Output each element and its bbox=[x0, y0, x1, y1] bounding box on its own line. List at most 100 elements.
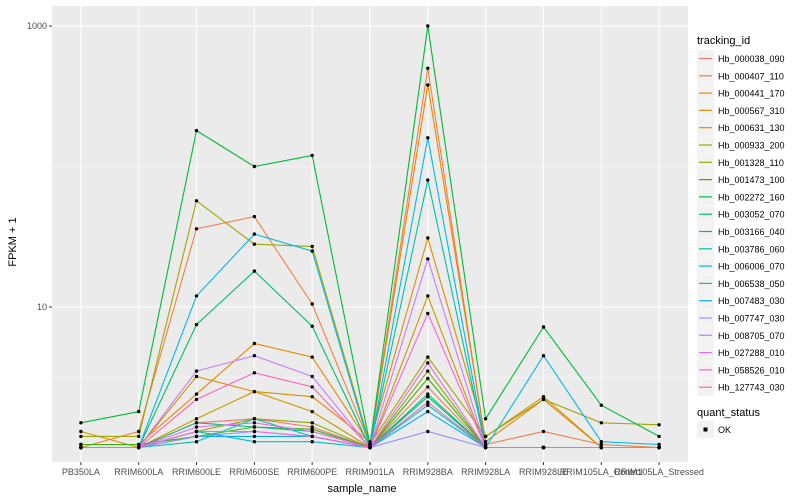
legend: tracking_id Hb_000038_090 Hb_000407_110 Hb… bbox=[697, 35, 785, 396]
data-point bbox=[252, 434, 257, 439]
data-point bbox=[310, 429, 314, 434]
data-point bbox=[194, 429, 199, 434]
legend-item-label: Hb_006006_070 bbox=[718, 262, 785, 272]
y-tick-label: 10 bbox=[37, 302, 47, 312]
data-point bbox=[426, 403, 430, 407]
data-point bbox=[657, 434, 661, 439]
data-point bbox=[426, 311, 430, 316]
data-point bbox=[252, 164, 257, 169]
data-point bbox=[541, 354, 546, 358]
data-point bbox=[426, 257, 430, 261]
data-point bbox=[194, 421, 199, 425]
data-point bbox=[426, 136, 430, 140]
data-point bbox=[426, 392, 430, 396]
data-point bbox=[252, 371, 257, 375]
data-point bbox=[426, 429, 430, 434]
data-point bbox=[483, 417, 488, 421]
data-point bbox=[657, 445, 661, 450]
data-point bbox=[483, 445, 488, 450]
y-tick-label: 1000 bbox=[27, 21, 47, 31]
data-point bbox=[310, 395, 314, 399]
data-point bbox=[657, 423, 661, 427]
data-point bbox=[79, 429, 83, 434]
data-point bbox=[426, 66, 430, 71]
legend-item-label: Hb_002272_160 bbox=[718, 192, 785, 202]
data-point bbox=[79, 442, 83, 447]
legend-item-label: Hb_027288_010 bbox=[718, 348, 785, 358]
data-point bbox=[252, 269, 257, 273]
quant-status-legend: quant_status OK bbox=[697, 407, 760, 438]
data-point bbox=[194, 227, 199, 231]
legend-item-label: Hb_003052_070 bbox=[718, 210, 785, 220]
data-point bbox=[79, 421, 83, 425]
legend-item-label: Hb_003166_040 bbox=[718, 227, 785, 237]
data-point bbox=[194, 294, 199, 298]
x-tick-label: PB350LA bbox=[62, 467, 100, 477]
data-point bbox=[194, 199, 199, 203]
data-point bbox=[252, 417, 257, 421]
data-point bbox=[194, 425, 199, 429]
legend-title: tracking_id bbox=[697, 35, 750, 47]
x-tick-label: RRIM600PE bbox=[287, 467, 337, 477]
data-point bbox=[194, 434, 199, 439]
x-tick-label: RRIM928LE bbox=[519, 467, 568, 477]
data-point bbox=[368, 442, 372, 447]
data-point bbox=[194, 440, 199, 444]
data-point bbox=[310, 153, 314, 158]
x-tick-label: RRIM105LA_Stressed bbox=[614, 467, 704, 477]
x-axis: PB350LA RRIM600LA RRIM600LE RRIM600SE RRIM60… bbox=[62, 462, 704, 477]
data-point bbox=[541, 325, 546, 329]
legend-item-label: Hb_000631_130 bbox=[718, 123, 785, 133]
data-point bbox=[310, 385, 314, 389]
data-point bbox=[368, 445, 372, 450]
data-point bbox=[252, 389, 257, 394]
data-point bbox=[310, 421, 314, 425]
legend-item-label: Hb_007483_030 bbox=[718, 296, 785, 306]
data-point bbox=[541, 429, 546, 434]
data-point bbox=[137, 442, 141, 447]
data-point bbox=[599, 403, 603, 407]
data-point bbox=[541, 397, 546, 402]
data-point bbox=[426, 355, 430, 359]
data-point bbox=[194, 374, 199, 379]
quant-legend-point bbox=[703, 427, 708, 432]
x-axis-title: sample_name bbox=[327, 483, 396, 495]
data-point bbox=[426, 395, 430, 399]
legend-item-label: Hb_000441_170 bbox=[718, 89, 785, 99]
legend-item-label: Hb_000038_090 bbox=[718, 54, 785, 64]
y-axis: 10 1000 bbox=[27, 21, 52, 312]
legend-item-label: Hb_000407_110 bbox=[718, 71, 784, 81]
data-point bbox=[426, 236, 430, 240]
data-point bbox=[79, 445, 83, 450]
data-point bbox=[194, 369, 199, 373]
data-point bbox=[310, 302, 314, 306]
quant-legend-item-label: OK bbox=[718, 425, 731, 435]
legend-item-label: Hb_000933_200 bbox=[718, 141, 785, 151]
legend-item-label: Hb_001328_110 bbox=[718, 158, 784, 168]
data-point bbox=[310, 434, 314, 439]
data-point bbox=[252, 341, 257, 346]
data-point bbox=[310, 324, 314, 328]
data-point bbox=[252, 354, 257, 358]
data-point bbox=[426, 361, 430, 365]
data-point bbox=[599, 442, 603, 447]
x-tick-label: RRIM105LA_Control bbox=[560, 467, 643, 477]
data-point bbox=[252, 214, 257, 219]
data-point bbox=[483, 442, 488, 447]
data-point bbox=[426, 376, 430, 381]
data-point bbox=[599, 445, 603, 450]
data-point bbox=[599, 421, 603, 425]
data-point bbox=[252, 242, 257, 246]
data-point bbox=[137, 445, 141, 450]
data-point bbox=[426, 178, 430, 182]
legend-item-label: Hb_006538_050 bbox=[718, 279, 785, 289]
data-point bbox=[483, 434, 488, 439]
data-point bbox=[483, 440, 488, 444]
x-tick-label: RRIM600LE bbox=[172, 467, 221, 477]
data-point bbox=[541, 445, 546, 450]
data-point bbox=[194, 322, 199, 327]
x-tick-label: RRIM600LA bbox=[114, 467, 163, 477]
data-point bbox=[79, 434, 83, 439]
data-point bbox=[541, 395, 546, 399]
data-point bbox=[426, 24, 430, 28]
